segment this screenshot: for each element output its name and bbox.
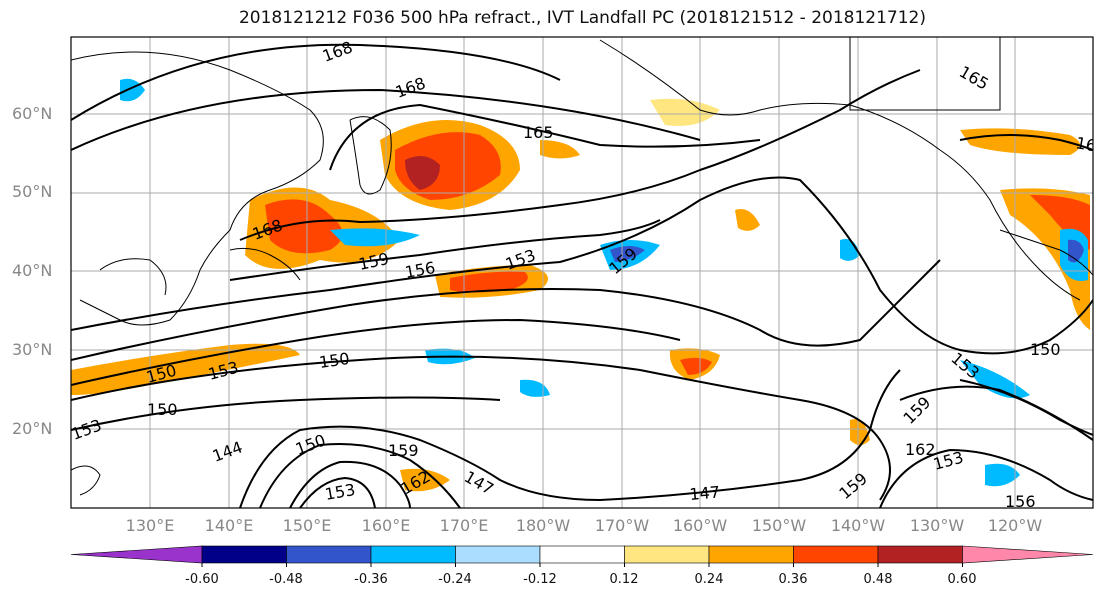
contour-label: 162	[905, 440, 936, 459]
lon-label: 140°E	[204, 516, 254, 535]
colorbar-segment	[70, 545, 203, 564]
colorbar-tick-label: 0.48	[863, 572, 893, 587]
lat-label: 50°N	[12, 182, 53, 201]
lon-label: 170°W	[594, 516, 650, 535]
lon-label: 180°W	[515, 516, 571, 535]
colorbar-tick-label: 0.12	[609, 572, 639, 587]
colorbar-tick-label: 0.36	[778, 572, 808, 587]
contour-label: 159	[388, 441, 419, 460]
colorbar-segment	[793, 545, 879, 564]
graticule	[71, 37, 1093, 508]
refractivity-contours	[71, 43, 1093, 508]
contour-label: 16	[1074, 133, 1097, 155]
colorbar-segment	[624, 545, 710, 564]
colorbar-tick-label: 0.60	[947, 572, 977, 587]
map-title: 2018121212 F036 500 hPa refract., IVT La…	[238, 8, 926, 28]
colorbar-segments	[70, 545, 1094, 567]
contour-label: 156	[1005, 492, 1036, 511]
colorbar-segment	[708, 545, 794, 564]
colorbar-tick-label: -0.60	[185, 572, 219, 587]
contour-label-layer: 168 168 165 168 159 156 153 159 150 150 …	[71, 37, 1097, 511]
lat-label: 40°N	[12, 261, 53, 280]
contour-label: 150	[318, 349, 351, 372]
lat-label: 30°N	[12, 340, 53, 359]
lon-label: 160°W	[672, 516, 728, 535]
contour-label: 150	[1030, 340, 1061, 359]
contour-label: 147	[689, 482, 721, 504]
colorbar-segment	[370, 545, 456, 564]
contour-label: 165	[523, 123, 554, 142]
lon-label: 160°E	[361, 516, 411, 535]
lon-label: 140°W	[830, 516, 886, 535]
lat-label: 20°N	[12, 419, 53, 438]
colorbar-segment	[539, 545, 625, 564]
colorbar-tick-label: -0.48	[269, 572, 303, 587]
colorbar-tick-label: -0.12	[523, 572, 557, 587]
colorbar-segment	[455, 545, 541, 564]
contour-label: 150	[147, 400, 178, 419]
colorbar-segment	[962, 545, 1094, 564]
colorbar-segment	[877, 545, 963, 564]
lon-label: 150°W	[751, 516, 807, 535]
colorbar-tick-label: 0.24	[694, 572, 724, 587]
colorbar-segment	[201, 545, 287, 564]
colorbar-segment	[286, 545, 372, 564]
colorbar-tick-label: -0.36	[354, 572, 388, 587]
map-frame	[70, 36, 1094, 509]
lon-label: 170°E	[439, 516, 489, 535]
lon-label: 130°W	[909, 516, 965, 535]
lat-label: 60°N	[12, 104, 53, 123]
colorbar-tick-label: -0.24	[438, 572, 472, 587]
lon-label: 120°W	[987, 516, 1043, 535]
lon-label: 130°E	[125, 516, 175, 535]
lon-label: 150°E	[282, 516, 332, 535]
